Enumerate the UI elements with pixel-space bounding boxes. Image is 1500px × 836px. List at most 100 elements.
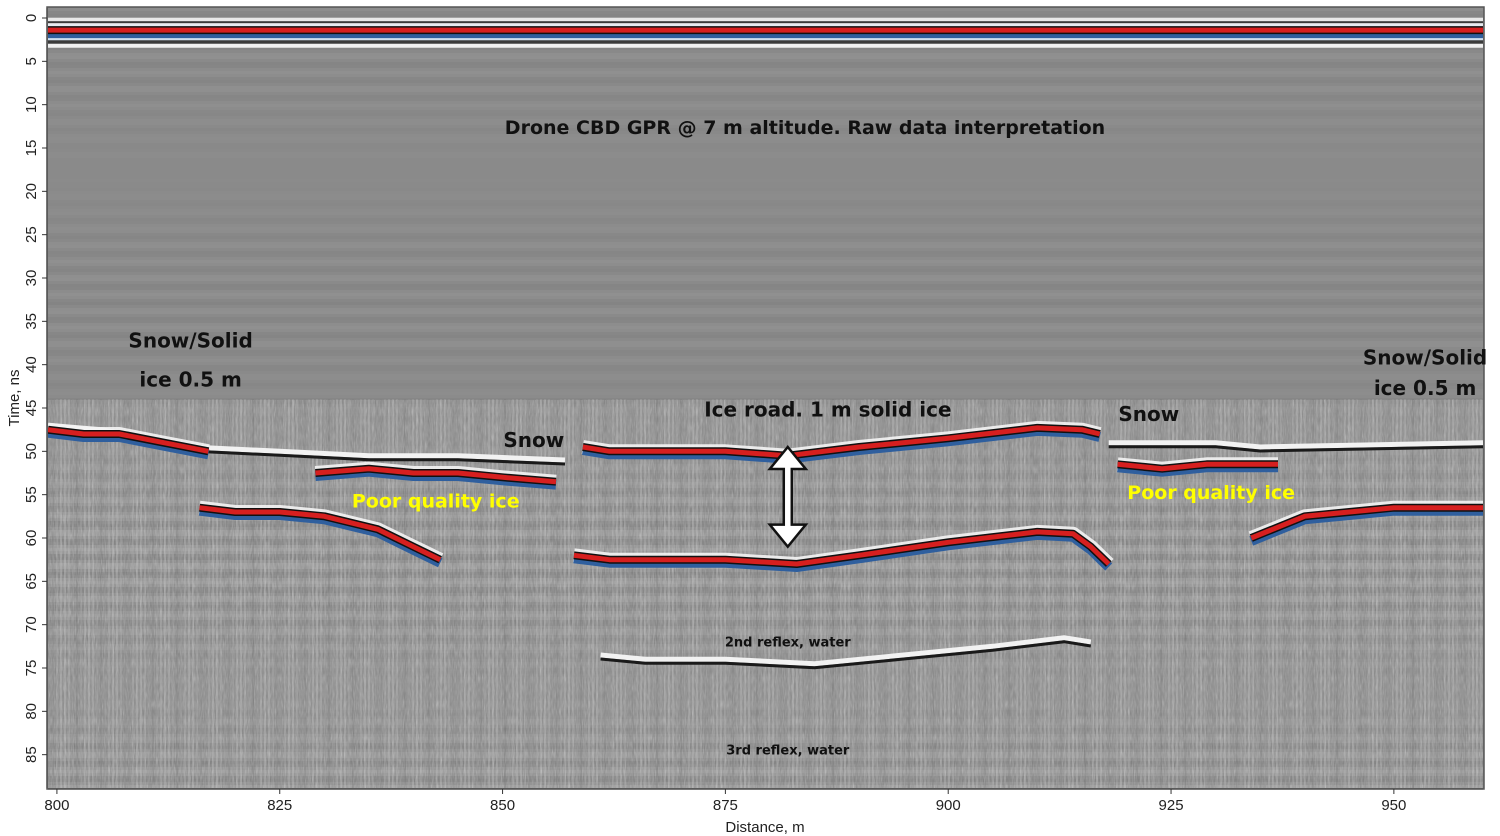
background-band xyxy=(48,341,1483,344)
x-tick-label: 850 xyxy=(490,797,515,814)
background-band xyxy=(48,221,1483,224)
background-band xyxy=(48,59,1483,62)
background-band xyxy=(48,191,1483,194)
direct-wave-stripe xyxy=(48,17,1483,22)
background-band xyxy=(48,137,1483,140)
background-band xyxy=(48,185,1483,188)
reflector-series-6 xyxy=(315,466,557,485)
reflector-series-8 xyxy=(1108,445,1483,453)
background-band xyxy=(48,233,1483,236)
y-tick-label: 85 xyxy=(23,746,40,763)
background-band xyxy=(48,269,1483,272)
background-band xyxy=(48,167,1483,170)
y-tick-label: 5 xyxy=(23,57,40,65)
background-band xyxy=(48,344,1483,347)
background-band xyxy=(48,212,1483,215)
thickness-arrow xyxy=(767,445,809,549)
background-band xyxy=(48,143,1483,146)
background-band xyxy=(48,281,1483,284)
reflector-light xyxy=(600,635,1092,667)
annotation-label: Ice road. 1 m solid ice xyxy=(704,398,951,422)
annotation-label: Poor quality ice xyxy=(352,491,520,513)
background-band xyxy=(48,329,1483,332)
background-band xyxy=(48,116,1483,119)
x-tick-label: 825 xyxy=(267,797,292,814)
annotation-label: Snow xyxy=(1118,402,1179,426)
background-band xyxy=(48,392,1483,395)
background-band xyxy=(48,104,1483,107)
background-band xyxy=(48,134,1483,137)
background-band xyxy=(48,182,1483,185)
background-band xyxy=(48,272,1483,275)
background-band xyxy=(48,227,1483,230)
background-band xyxy=(48,242,1483,245)
background-band xyxy=(48,257,1483,260)
background-band xyxy=(48,119,1483,122)
background-band xyxy=(48,305,1483,308)
background-band xyxy=(48,239,1483,242)
background-band xyxy=(48,347,1483,350)
background-band xyxy=(48,149,1483,152)
y-axis: 0 5 10 15 20 25 30 35 40 45 50 55 60 65 70 75 80 85 xyxy=(23,8,48,788)
background-band xyxy=(48,311,1483,314)
y-tick-label: 40 xyxy=(23,356,40,373)
background-band xyxy=(48,395,1483,398)
background-band xyxy=(48,263,1483,266)
background-band xyxy=(48,389,1483,392)
reflector-series-3 xyxy=(600,640,1092,670)
background-band xyxy=(48,164,1483,167)
background-band xyxy=(48,365,1483,368)
y-tick-label: 10 xyxy=(23,96,40,113)
y-tick-label: 25 xyxy=(23,226,40,243)
background-band xyxy=(48,356,1483,359)
background-band xyxy=(48,194,1483,197)
background-band xyxy=(48,371,1483,374)
background-band xyxy=(48,236,1483,239)
y-tick-label: 80 xyxy=(23,703,40,720)
background-band xyxy=(48,197,1483,200)
background-band xyxy=(48,251,1483,254)
background-band xyxy=(48,326,1483,329)
background-band xyxy=(48,92,1483,95)
background-band xyxy=(48,86,1483,89)
annotation-label: ice 0.5 m xyxy=(139,367,241,391)
background-band xyxy=(48,146,1483,149)
background-band xyxy=(48,71,1483,74)
background-band xyxy=(48,383,1483,386)
y-axis-label: Time, ns xyxy=(6,370,23,427)
background-band xyxy=(48,125,1483,128)
background-band xyxy=(48,338,1483,341)
background-band xyxy=(48,215,1483,218)
background-band xyxy=(48,275,1483,278)
background-band xyxy=(48,14,1483,17)
x-axis: 800 825 850 875 900 925 950 xyxy=(44,788,1483,814)
y-tick-label: 55 xyxy=(23,486,40,503)
background-band xyxy=(48,254,1483,257)
background-band xyxy=(48,299,1483,302)
background-band xyxy=(48,113,1483,116)
background-band xyxy=(48,158,1483,161)
background-band xyxy=(48,218,1483,221)
annotation-label: Poor quality ice xyxy=(1127,482,1295,504)
x-axis-label: Distance, m xyxy=(725,819,804,836)
background-band xyxy=(48,353,1483,356)
background-band xyxy=(48,359,1483,362)
background-band xyxy=(48,140,1483,143)
background-band xyxy=(48,314,1483,317)
reflector-series-7 xyxy=(199,505,442,562)
background-band xyxy=(48,74,1483,77)
x-tick-label: 925 xyxy=(1159,797,1184,814)
background-band xyxy=(48,308,1483,311)
background-band xyxy=(48,89,1483,92)
background-band xyxy=(48,170,1483,173)
annotation-label: 2nd reflex, water xyxy=(725,635,851,650)
background-band xyxy=(48,179,1483,182)
background-band xyxy=(48,50,1483,53)
y-tick-label: 35 xyxy=(23,313,40,330)
direct-wave-stripe xyxy=(48,36,1483,41)
background-band xyxy=(48,266,1483,269)
background-band xyxy=(48,260,1483,263)
x-tick-label: 900 xyxy=(936,797,961,814)
y-tick-label: 30 xyxy=(23,270,40,287)
